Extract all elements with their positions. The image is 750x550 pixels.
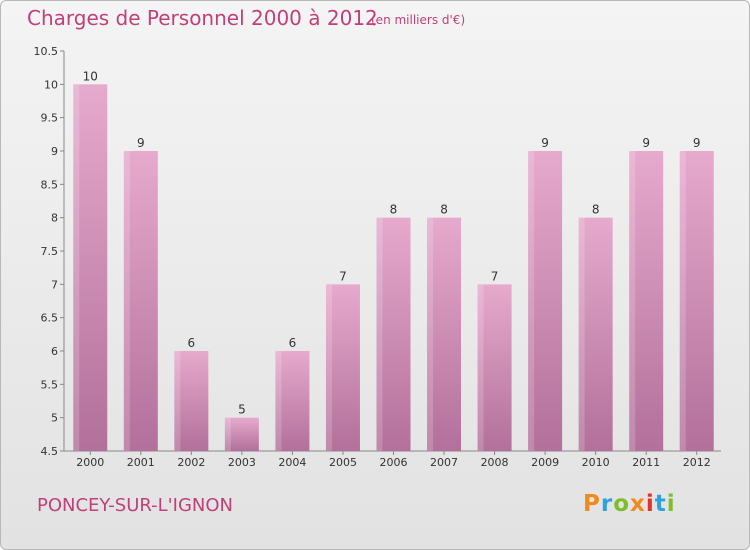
x-tick-label: 2004 [278, 456, 306, 469]
bar-highlight [174, 351, 181, 451]
logo-letter: o [613, 491, 631, 517]
bar-highlight [376, 217, 383, 451]
bar [275, 351, 310, 451]
bar-value-label: 7 [339, 269, 347, 283]
y-tick-label: 9.5 [41, 112, 59, 125]
bar-highlight [325, 284, 332, 451]
commune-name: PONCEY-SUR-L'IGNON [37, 495, 233, 516]
bar-value-label: 6 [188, 336, 196, 350]
x-tick-label: 2003 [228, 456, 256, 469]
proxiti-logo: Proxiti [583, 491, 676, 517]
logo-letter: t [654, 491, 667, 517]
y-tick-label: 7 [51, 278, 58, 291]
bar-value-label: 7 [491, 269, 499, 283]
y-tick-label: 6.5 [41, 312, 59, 325]
x-tick-label: 2006 [380, 456, 408, 469]
bar-highlight [578, 217, 585, 451]
x-tick-label: 2010 [582, 456, 610, 469]
y-tick-label: 5 [51, 412, 58, 425]
bar [123, 151, 158, 451]
bar [325, 284, 360, 451]
bar-value-label: 9 [693, 136, 701, 150]
logo-letter: x [630, 491, 646, 517]
logo-letter: P [583, 491, 601, 517]
bar-value-label: 8 [592, 203, 600, 217]
bar-highlight [679, 151, 686, 451]
bar-highlight [73, 84, 80, 451]
bar-highlight [427, 217, 434, 451]
bar [528, 151, 563, 451]
bar [224, 417, 259, 451]
bar [427, 217, 462, 451]
y-tick-label: 8 [51, 212, 58, 225]
x-tick-label: 2000 [76, 456, 104, 469]
x-tick-label: 2007 [430, 456, 458, 469]
y-tick-label: 5.5 [41, 378, 59, 391]
y-tick-label: 10.5 [34, 45, 59, 58]
y-tick-label: 7.5 [41, 245, 59, 258]
bar-value-label: 9 [137, 136, 145, 150]
bar-value-label: 8 [440, 203, 448, 217]
y-tick-label: 8.5 [41, 178, 59, 191]
bar-highlight [629, 151, 636, 451]
bar-value-label: 5 [238, 403, 246, 417]
x-tick-label: 2002 [177, 456, 205, 469]
logo-letter: i [645, 491, 655, 517]
logo-letter: i [666, 491, 676, 517]
bar-highlight [224, 417, 231, 451]
x-tick-label: 2008 [481, 456, 509, 469]
bar-value-label: 6 [289, 336, 297, 350]
bar [578, 217, 613, 451]
logo-letter: r [600, 491, 614, 517]
bar [477, 284, 512, 451]
bar [174, 351, 209, 451]
x-tick-label: 2011 [632, 456, 660, 469]
bar-highlight [528, 151, 535, 451]
bar [73, 84, 108, 451]
y-tick-label: 10 [44, 78, 58, 91]
bar-value-label: 9 [541, 136, 549, 150]
bar-value-label: 9 [642, 136, 650, 150]
y-tick-label: 6 [51, 345, 58, 358]
x-tick-label: 2009 [531, 456, 559, 469]
bar-highlight [123, 151, 130, 451]
bar-value-label: 10 [83, 69, 98, 83]
bar [679, 151, 714, 451]
bar [376, 217, 411, 451]
chart-subtitle: (en milliers d'€) [371, 13, 466, 27]
bar-value-label: 8 [390, 203, 398, 217]
bar [629, 151, 664, 451]
y-tick-label: 9 [51, 145, 58, 158]
x-tick-label: 2001 [127, 456, 155, 469]
chart-title: Charges de Personnel 2000 à 2012 [27, 6, 378, 30]
x-tick-label: 2005 [329, 456, 357, 469]
bar-highlight [275, 351, 282, 451]
x-tick-label: 2012 [683, 456, 711, 469]
bar-highlight [477, 284, 484, 451]
y-tick-label: 4.5 [41, 445, 59, 458]
